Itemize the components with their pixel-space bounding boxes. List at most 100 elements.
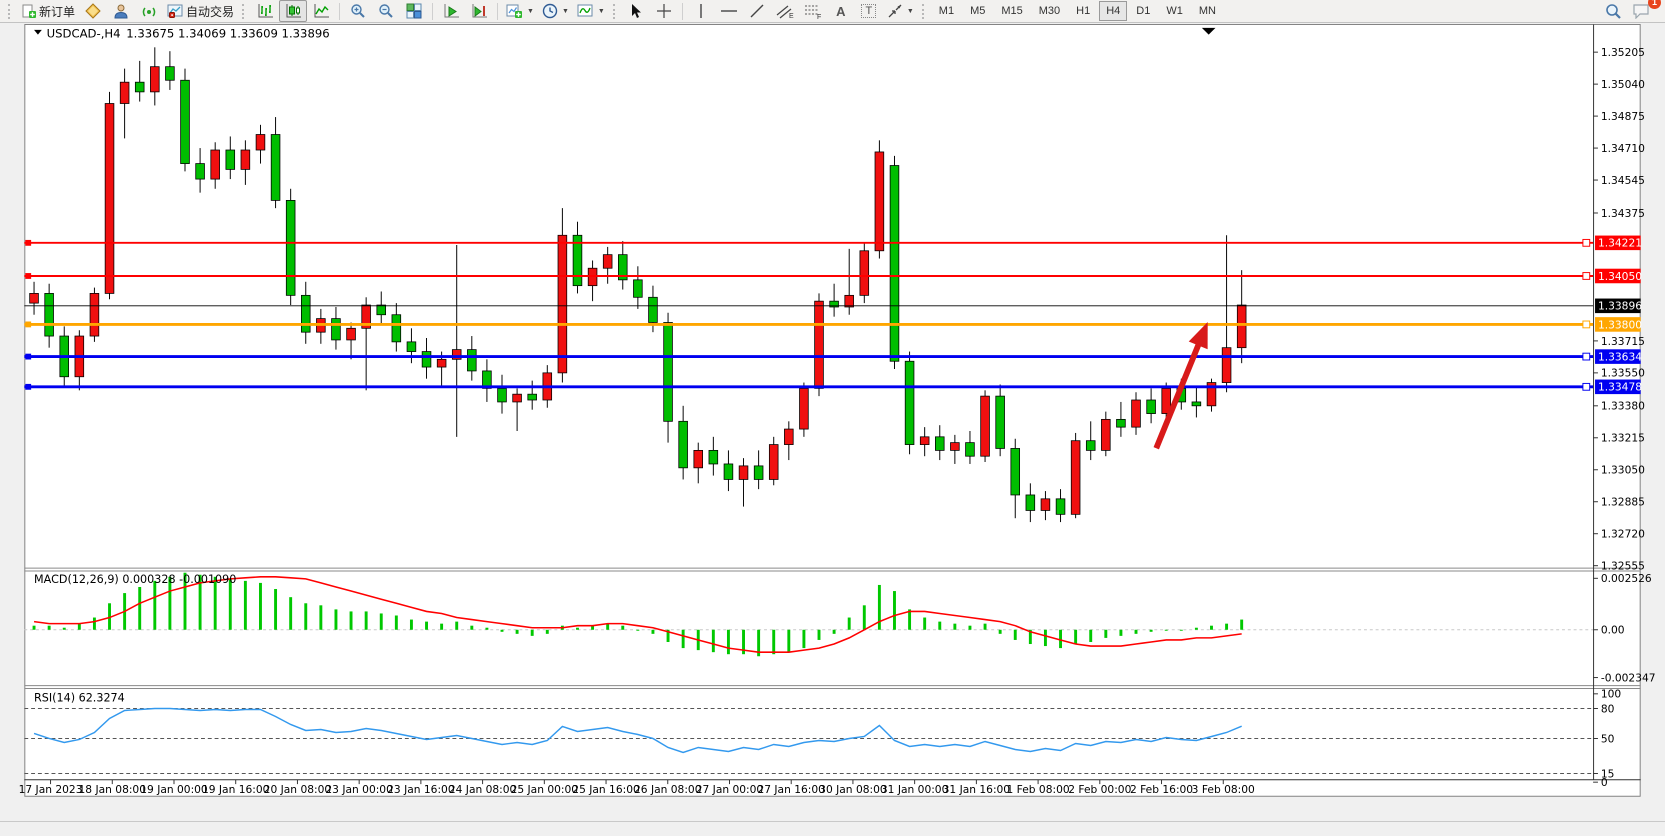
- horizontal-line-1-33634[interactable]: 1.33634: [24, 349, 1642, 364]
- candle-body: [693, 449, 703, 469]
- price-tick-label: 1.32885: [1601, 496, 1645, 509]
- candle-body: [270, 134, 281, 201]
- candle-body: [119, 81, 130, 104]
- candle-body: [1025, 494, 1036, 511]
- chart-shift-button[interactable]: [465, 0, 493, 22]
- zoom-out-button[interactable]: [372, 0, 400, 22]
- hline-left-handle[interactable]: [25, 383, 32, 390]
- timeframe-button-m15[interactable]: M15: [1001, 5, 1023, 17]
- horizontal-line-1-33800[interactable]: 1.33800: [24, 317, 1642, 332]
- candlestick-chart-icon: [286, 4, 301, 18]
- time-axis-label: 2 Feb 00:00: [1068, 783, 1131, 796]
- indicators-button[interactable]: ▼: [573, 0, 609, 22]
- candle-body: [1116, 418, 1126, 428]
- tile-windows-button[interactable]: [400, 0, 428, 22]
- timeframe-button-mn[interactable]: MN: [1198, 5, 1216, 17]
- toolbar-drag-handle[interactable]: [612, 3, 618, 19]
- chart-title-ohlc: 1.33675 1.34069 1.33609 1.33896: [126, 27, 329, 41]
- chat-button[interactable]: 1: [1627, 0, 1661, 22]
- timeframe-button-w1[interactable]: W1: [1166, 5, 1183, 17]
- favorites-button[interactable]: [79, 0, 107, 22]
- rsi-line: [33, 707, 1242, 754]
- macd-histogram-bar: [1104, 629, 1108, 638]
- horizontal-line-1-33478[interactable]: 1.33478: [24, 379, 1642, 395]
- hline-left-handle[interactable]: [25, 273, 32, 279]
- price-tick-label: 1.33215: [1601, 432, 1645, 445]
- trendline-tool-button[interactable]: [743, 0, 771, 22]
- timeframe-button-h4[interactable]: H4: [1099, 1, 1128, 21]
- candle-body: [1146, 399, 1156, 414]
- search-button[interactable]: [1599, 0, 1627, 22]
- macd-histogram-bar: [1134, 629, 1138, 634]
- hline-right-handle[interactable]: [1582, 238, 1591, 247]
- chart-shift-marker[interactable]: [1201, 27, 1216, 35]
- auto-scroll-button[interactable]: [437, 0, 465, 22]
- toolbar-drag-handle[interactable]: [8, 3, 13, 19]
- candle-body: [784, 428, 794, 445]
- crosshair-tool-button[interactable]: [650, 0, 678, 22]
- chart-canvas[interactable]: 1.35205 1.35040 1.34875 1.34710 1.34545 1.343…: [0, 24, 1665, 821]
- period-button[interactable]: ▼: [538, 0, 573, 22]
- macd-histogram-bar: [530, 629, 534, 636]
- macd-pane[interactable]: 0.002526 0.00 -0.002347 MACD(12,26,9) 0.000…: [24, 572, 1656, 684]
- timeframe-button-m30[interactable]: M30: [1038, 5, 1061, 17]
- autotrading-button[interactable]: 自动交易: [163, 0, 238, 22]
- horizontal-line-1-33896[interactable]: 1.33896: [24, 298, 1642, 314]
- price-label-badge: [1595, 298, 1641, 314]
- hline-left-handle[interactable]: [25, 353, 32, 360]
- hline-left-handle[interactable]: [25, 321, 32, 328]
- line-chart-button[interactable]: [307, 0, 335, 22]
- text-label-tool-button[interactable]: T: [855, 0, 883, 22]
- cursor-tool-button[interactable]: [622, 0, 650, 22]
- candle-body: [753, 465, 764, 480]
- timeframe-button-m1[interactable]: M1: [938, 5, 955, 17]
- candle-body: [919, 436, 930, 445]
- signals-button[interactable]: [135, 0, 163, 22]
- hline-right-handle[interactable]: [1582, 272, 1591, 280]
- new-order-button[interactable]: 新订单: [17, 0, 79, 22]
- hline-right-handle[interactable]: [1582, 382, 1591, 391]
- macd-histogram-bar: [304, 603, 308, 630]
- macd-histogram-bar: [168, 576, 172, 630]
- horizontal-line-1-34050[interactable]: 1.34050: [24, 268, 1642, 284]
- timeframe-button-m5[interactable]: M5: [970, 5, 986, 17]
- price-axis[interactable]: 1.35205 1.35040 1.34875 1.34710 1.34545 1.343…: [1593, 46, 1645, 573]
- candle-body: [391, 314, 402, 343]
- candle-body: [874, 151, 885, 252]
- time-axis-label: 31 Jan 00:00: [881, 783, 949, 796]
- title-collapse-triangle[interactable]: [34, 29, 42, 35]
- account-button[interactable]: [107, 0, 135, 22]
- new-chart-button[interactable]: ▼: [502, 0, 538, 22]
- timeframe-button-d1[interactable]: D1: [1136, 5, 1151, 17]
- price-tick-label: 1.33380: [1601, 400, 1645, 413]
- candle-body: [708, 449, 719, 465]
- candle-body: [104, 103, 115, 294]
- tile-windows-icon: [406, 3, 422, 19]
- equidistant-channel-icon: E: [776, 5, 794, 19]
- hline-right-handle[interactable]: [1582, 320, 1591, 329]
- toolbar-drag-handle[interactable]: [242, 3, 247, 19]
- fibonacci-tool-button[interactable]: F: [799, 0, 827, 22]
- macd-histogram-bar: [908, 609, 912, 630]
- toolbar-drag-handle[interactable]: [921, 3, 927, 19]
- arrow-annotation[interactable]: [1153, 322, 1208, 450]
- text-tool-button[interactable]: A: [827, 0, 855, 22]
- arrows-tool-button[interactable]: ▼: [883, 0, 918, 22]
- candlestick-chart-button[interactable]: [279, 0, 308, 22]
- horizontal-line-1-34221[interactable]: 1.34221: [24, 235, 1642, 251]
- svg-text:E: E: [789, 13, 794, 19]
- macd-histogram-bar: [379, 613, 383, 630]
- hline-left-handle[interactable]: [25, 239, 32, 246]
- zoom-in-button[interactable]: [344, 0, 372, 22]
- timeframe-button-h1[interactable]: H1: [1076, 5, 1091, 17]
- bar-chart-button[interactable]: [251, 0, 279, 22]
- hline-right-handle[interactable]: [1582, 352, 1591, 361]
- vertical-line-tool-button[interactable]: [687, 0, 715, 22]
- search-icon: [1605, 3, 1621, 19]
- macd-histogram-bar: [847, 617, 851, 630]
- channel-tool-button[interactable]: E: [771, 0, 799, 22]
- horizontal-line-tool-button[interactable]: [715, 0, 743, 22]
- macd-histogram-bar: [440, 623, 444, 630]
